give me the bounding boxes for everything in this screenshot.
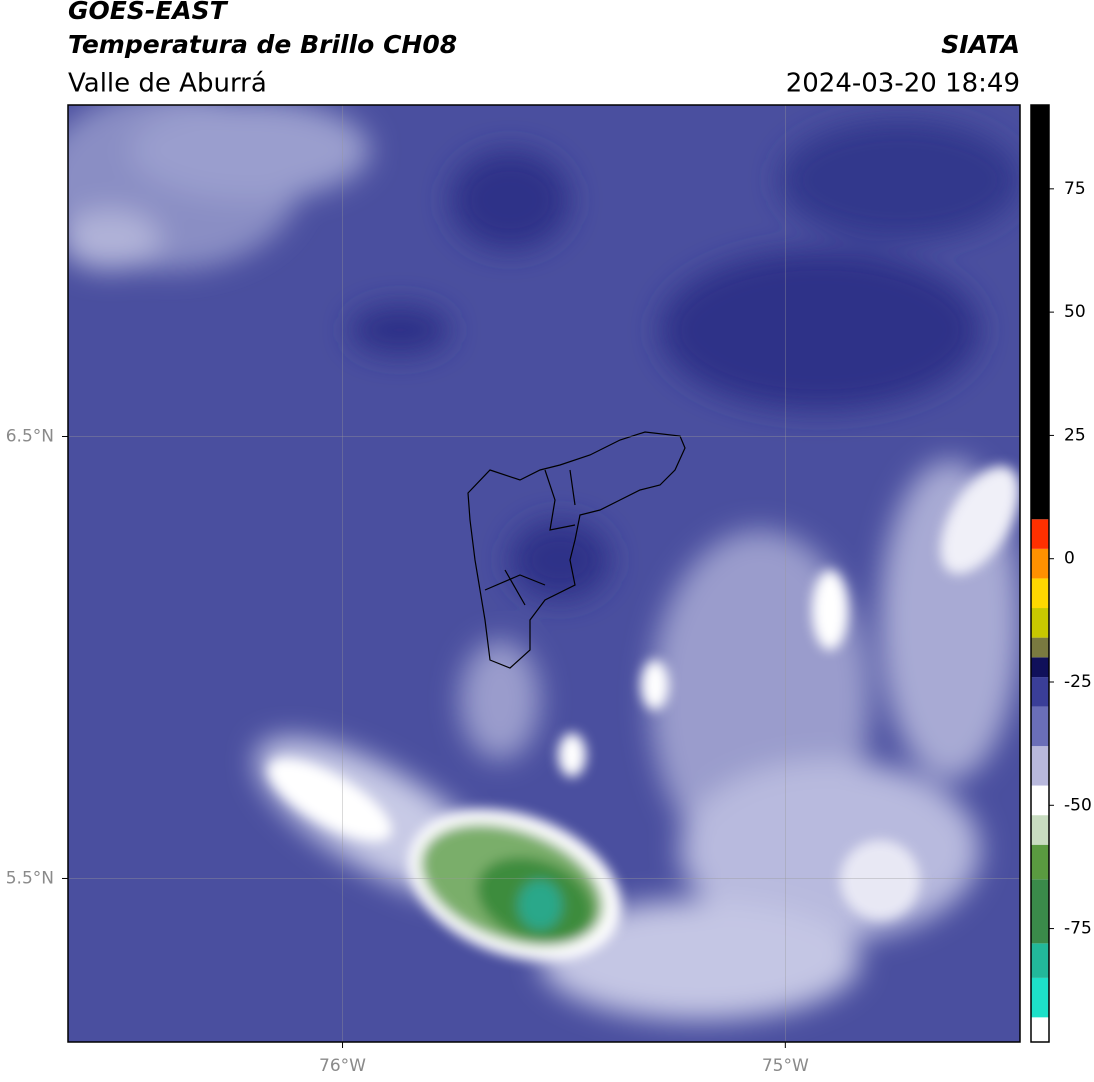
colorbar-segment [1031, 637, 1049, 658]
colorbar-segment [1031, 578, 1049, 609]
colorbar-tick-label: 50 [1064, 302, 1086, 322]
colorbar-segment [1031, 746, 1049, 786]
colorbar-segment [1031, 1017, 1049, 1042]
map-frame [67, 104, 1021, 1043]
colorbar-segment [1031, 519, 1049, 549]
colorbar-segment [1031, 943, 1049, 978]
colorbar-segment [1031, 815, 1049, 845]
colorbar-segment [1031, 548, 1049, 579]
x-tick-label: 75°W [762, 1056, 809, 1076]
colorbar-segment [1031, 879, 1049, 944]
colorbar-segment [1031, 608, 1049, 638]
x-tick-label: 76°W [319, 1056, 366, 1076]
colorbar-segment [1031, 977, 1049, 1018]
colorbar-segment [1031, 677, 1049, 707]
boundaries [467, 431, 686, 669]
colorbar-tick-label: 0 [1064, 549, 1075, 569]
colorbar-tick-label: -50 [1064, 795, 1092, 815]
subtitle: Temperatura de Brillo CH08 [68, 30, 457, 59]
source: SIATA [941, 30, 1020, 59]
colorbar-segment [1031, 844, 1049, 880]
title: GOES-EAST [68, 0, 229, 25]
colorbar-segment [1031, 785, 1049, 816]
colorbar-tick-label: 75 [1064, 179, 1086, 199]
colorbar-segment [1031, 657, 1049, 678]
datetime: 2024-03-20 18:49 [786, 69, 1020, 99]
y-tick-label: 5.5°N [6, 868, 54, 888]
colorbar-tick-label: -75 [1064, 919, 1092, 939]
colorbar-tick-label: 25 [1064, 425, 1086, 445]
colorbar-frame [1030, 104, 1050, 1043]
colorbar-segment [1031, 706, 1049, 747]
region: Valle de Aburrá [68, 69, 267, 99]
map-field [68, 105, 1020, 1042]
colorbar-tick-label: -25 [1064, 672, 1092, 692]
y-tick-label: 6.5°N [6, 426, 54, 446]
colorbar-segment [1031, 105, 1049, 520]
